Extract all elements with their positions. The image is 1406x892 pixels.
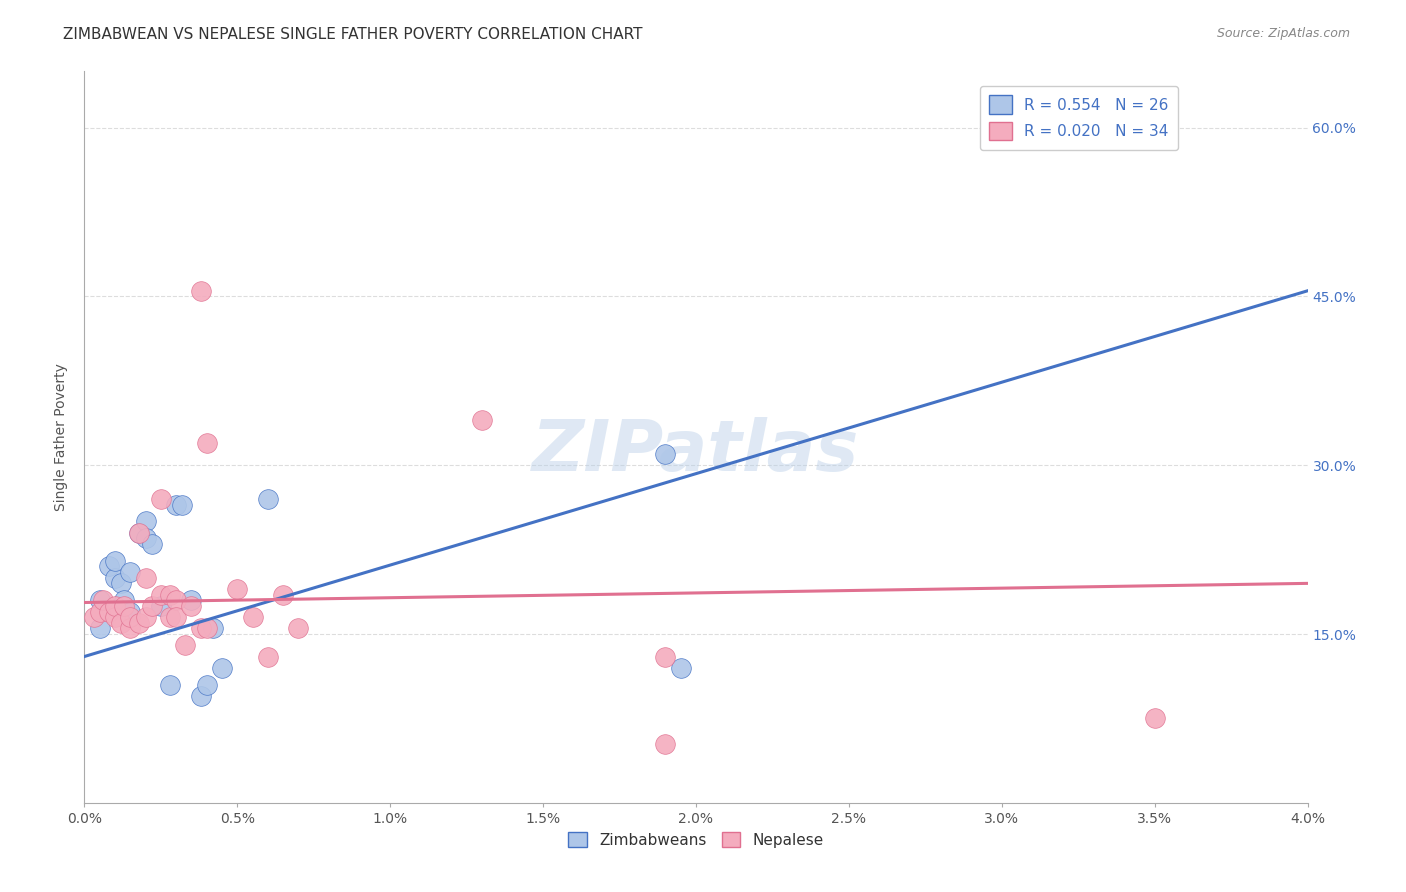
Point bbox=[257, 491, 280, 506]
Point bbox=[112, 593, 135, 607]
Point bbox=[141, 537, 163, 551]
Legend: Zimbabweans, Nepalese: Zimbabweans, Nepalese bbox=[562, 825, 830, 854]
Point bbox=[104, 554, 127, 568]
Point bbox=[195, 621, 218, 635]
Point bbox=[149, 588, 172, 602]
Point bbox=[135, 571, 157, 585]
Point bbox=[135, 515, 157, 529]
Point bbox=[190, 284, 212, 298]
Point bbox=[271, 588, 294, 602]
Point bbox=[211, 661, 233, 675]
Point bbox=[190, 621, 212, 635]
Point bbox=[97, 559, 120, 574]
Point bbox=[195, 678, 218, 692]
Point bbox=[110, 576, 132, 591]
Point bbox=[120, 621, 142, 635]
Point bbox=[226, 582, 249, 596]
Point bbox=[91, 593, 114, 607]
Point bbox=[135, 610, 157, 624]
Point bbox=[104, 571, 127, 585]
Point bbox=[654, 649, 676, 664]
Text: ZIMBABWEAN VS NEPALESE SINGLE FATHER POVERTY CORRELATION CHART: ZIMBABWEAN VS NEPALESE SINGLE FATHER POV… bbox=[63, 27, 643, 42]
Point bbox=[1143, 711, 1166, 725]
Point bbox=[172, 498, 194, 512]
Point bbox=[165, 610, 187, 624]
Point bbox=[97, 605, 120, 619]
Point bbox=[180, 599, 202, 613]
Point bbox=[149, 491, 172, 506]
Point bbox=[242, 610, 264, 624]
Point bbox=[104, 610, 127, 624]
Point bbox=[257, 649, 280, 664]
Point bbox=[120, 610, 142, 624]
Point bbox=[128, 525, 150, 540]
Point bbox=[654, 447, 676, 461]
Point bbox=[165, 593, 187, 607]
Point bbox=[89, 605, 111, 619]
Point bbox=[1052, 103, 1074, 118]
Point bbox=[135, 532, 157, 546]
Point bbox=[110, 615, 132, 630]
Point bbox=[471, 413, 494, 427]
Point bbox=[180, 593, 202, 607]
Point bbox=[159, 610, 181, 624]
Point bbox=[165, 498, 187, 512]
Point bbox=[141, 599, 163, 613]
Point bbox=[669, 661, 692, 675]
Point bbox=[159, 678, 181, 692]
Point bbox=[120, 605, 142, 619]
Point bbox=[128, 525, 150, 540]
Point bbox=[174, 638, 197, 652]
Text: ZIPatlas: ZIPatlas bbox=[533, 417, 859, 486]
Point bbox=[195, 435, 218, 450]
Point bbox=[159, 588, 181, 602]
Point bbox=[83, 610, 105, 624]
Point bbox=[287, 621, 309, 635]
Point bbox=[149, 599, 172, 613]
Point bbox=[89, 621, 111, 635]
Y-axis label: Single Father Poverty: Single Father Poverty bbox=[55, 363, 69, 511]
Point bbox=[201, 621, 224, 635]
Text: Source: ZipAtlas.com: Source: ZipAtlas.com bbox=[1216, 27, 1350, 40]
Point bbox=[89, 593, 111, 607]
Point bbox=[112, 599, 135, 613]
Point bbox=[654, 737, 676, 751]
Point bbox=[104, 599, 127, 613]
Point bbox=[120, 565, 142, 579]
Point bbox=[190, 689, 212, 703]
Point bbox=[128, 615, 150, 630]
